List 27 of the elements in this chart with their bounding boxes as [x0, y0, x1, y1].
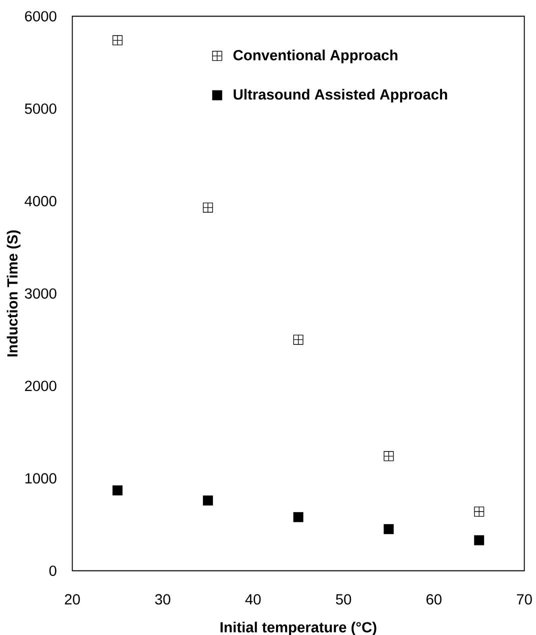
point: [293, 512, 304, 522]
x-tick-label: 70: [516, 594, 532, 605]
y-tick-label: 2000: [25, 380, 56, 392]
x-tick-label: 30: [155, 594, 170, 605]
y-tick-label: 5000: [24, 104, 56, 114]
x-tick-label: 20: [64, 594, 80, 605]
y-tick-label: 0: [49, 566, 56, 576]
point: [293, 334, 304, 345]
point: [474, 535, 484, 546]
point: [112, 35, 123, 46]
point: [202, 202, 213, 213]
x-tick-label: 40: [245, 594, 261, 605]
point: [384, 524, 394, 534]
y-axis-title: Induction Time (S): [6, 230, 20, 356]
x-axis-title: Initial temperature (°C): [220, 622, 376, 635]
y-tick-label: 1000: [25, 473, 56, 484]
point: [384, 451, 394, 462]
y-tick-label: 6000: [25, 11, 56, 22]
point: [474, 506, 484, 517]
legend-label: Conventional Approach: [233, 50, 398, 64]
point: [112, 485, 123, 496]
x-tick-label: 60: [426, 594, 442, 605]
x-tick-label: 50: [336, 594, 352, 605]
y-tick-label: 3000: [24, 288, 56, 299]
legend-label: Ultrasound Assisted Approach: [234, 88, 448, 103]
point: [202, 496, 213, 506]
y-tick-label: 4000: [24, 196, 56, 206]
